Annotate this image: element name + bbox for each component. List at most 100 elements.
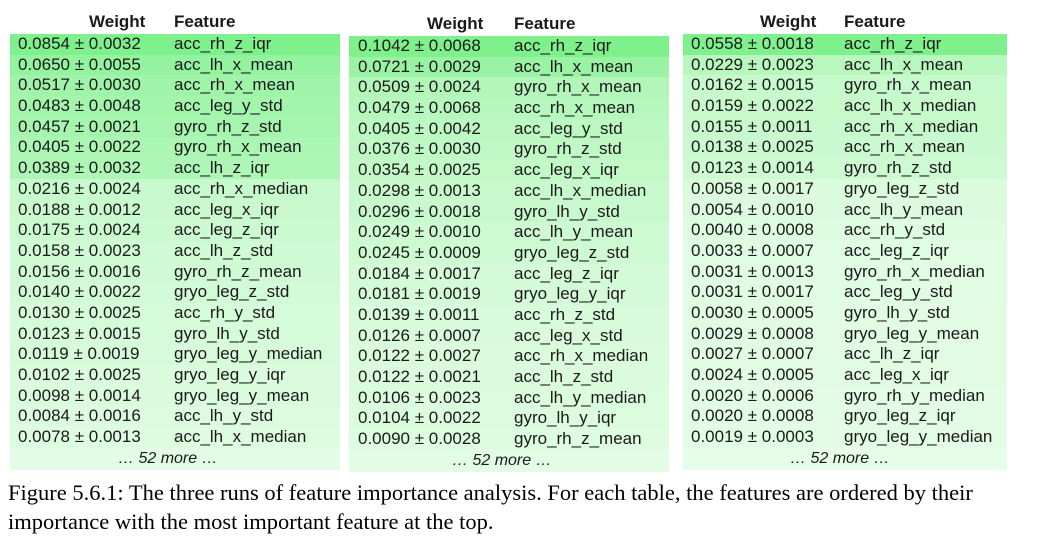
weight-value: 0.0245 ± 0.0009 xyxy=(358,242,481,262)
feature-name: gyro_rh_z_std xyxy=(844,158,952,178)
feature-name: acc_lh_x_mean xyxy=(844,54,964,74)
weight-value: 0.0119 ± 0.0019 xyxy=(18,344,140,364)
table-row: 0.0031 ± 0.0013 gyro_rh_x_median xyxy=(683,261,1007,283)
weight-value: 0.0181 ± 0.0019 xyxy=(358,284,481,304)
feature-name: acc_lh_z_std xyxy=(514,367,614,386)
feature-name: acc_rh_z_iqr xyxy=(514,36,612,55)
feature-name: acc_lh_z_iqr xyxy=(844,344,940,364)
feature-name: acc_lh_x_median xyxy=(844,96,977,116)
feature-name: acc_leg_x_iqr xyxy=(844,365,949,384)
feature-name: gyro_rh_z_mean xyxy=(174,261,302,281)
weight-value: 0.0104 ± 0.0022 xyxy=(358,408,481,428)
feature-name: gryo_leg_y_median xyxy=(844,427,993,447)
weight-value: 0.0139 ± 0.0011 xyxy=(358,304,480,324)
weight-value: 0.0509 ± 0.0024 xyxy=(358,77,481,97)
table-row: 0.0090 ± 0.0028 gyro_rh_z_mean xyxy=(349,429,669,450)
feature-name: acc_leg_z_iqr xyxy=(514,263,619,283)
feature-name: acc_lh_z_iqr xyxy=(174,158,270,178)
weight-value: 0.1042 ± 0.0068 xyxy=(358,36,481,55)
weight-value: 0.0140 ± 0.0022 xyxy=(18,282,141,302)
feature-name: acc_rh_x_mean xyxy=(174,75,295,95)
table-row: 0.0509 ± 0.0024 gyro_rh_x_mean xyxy=(349,77,669,99)
weight-value: 0.0184 ± 0.0017 xyxy=(358,263,481,283)
table-row: 0.0721 ± 0.0029 acc_lh_x_mean xyxy=(349,56,669,78)
weight-value: 0.0106 ± 0.0023 xyxy=(358,387,481,407)
weight-value: 0.0123 ± 0.0015 xyxy=(18,323,141,343)
table-row: 0.0138 ± 0.0025 acc_rh_x_mean xyxy=(683,137,1007,159)
feature-name: acc_lh_y_median xyxy=(514,387,647,407)
feature-name: gryo_leg_y_iqr xyxy=(174,365,286,384)
weight-value: 0.0155 ± 0.0011 xyxy=(691,116,813,136)
weight-value: 0.0162 ± 0.0015 xyxy=(691,75,814,95)
feature-name: gryo_leg_z_std xyxy=(844,178,960,198)
weight-value: 0.0249 ± 0.0010 xyxy=(358,222,481,242)
feature-name: gyro_rh_y_median xyxy=(844,385,985,405)
more-rows-note: … 52 more … xyxy=(349,449,669,472)
weight-value: 0.0102 ± 0.0025 xyxy=(18,365,141,384)
table-row: 0.0249 ± 0.0010 acc_lh_y_mean xyxy=(349,222,669,243)
table-row: 0.0102 ± 0.0025 gryo_leg_y_iqr xyxy=(10,365,340,386)
feature-name: acc_rh_x_mean xyxy=(844,137,965,157)
feature-name: acc_leg_x_std xyxy=(514,325,623,345)
feature-name: acc_leg_y_std xyxy=(174,96,283,116)
feature-name: acc_lh_x_median xyxy=(174,427,307,447)
table-row: 0.0854 ± 0.0032 acc_rh_z_iqr xyxy=(10,34,340,55)
feature-name: acc_lh_y_mean xyxy=(844,199,964,219)
feature-name: acc_lh_x_mean xyxy=(514,56,634,76)
more-rows-note: … 52 more … xyxy=(10,447,340,470)
table-row: 0.0159 ± 0.0022 acc_lh_x_median xyxy=(683,96,1007,117)
table-row: 0.1042 ± 0.0068 acc_rh_z_iqr xyxy=(349,36,669,57)
weight-value: 0.0054 ± 0.0010 xyxy=(691,199,814,219)
weight-value: 0.0479 ± 0.0068 xyxy=(358,98,481,118)
feature-name: gyro_lh_y_std xyxy=(514,201,620,221)
table-rows: 0.0558 ± 0.0018 acc_rh_z_iqr 0.0229 ± 0.00… xyxy=(683,34,1007,448)
weight-value: 0.0405 ± 0.0042 xyxy=(358,118,481,138)
table-row: 0.0354 ± 0.0025 acc_leg_x_iqr xyxy=(349,160,669,181)
table-row: 0.0181 ± 0.0019 gryo_leg_y_iqr xyxy=(349,284,669,305)
feature-name: gyro_lh_y_std xyxy=(174,323,280,343)
weight-header: Weight xyxy=(760,12,817,31)
weight-value: 0.0159 ± 0.0022 xyxy=(691,96,814,116)
table-row: 0.0229 ± 0.0023 acc_lh_x_mean xyxy=(683,54,1007,76)
table-header: Weight Feature xyxy=(10,10,340,34)
weight-value: 0.0376 ± 0.0030 xyxy=(358,139,481,159)
table-row: 0.0457 ± 0.0021 gyro_rh_z_std xyxy=(10,116,340,138)
weight-value: 0.0158 ± 0.0023 xyxy=(18,240,141,260)
weight-value: 0.0229 ± 0.0023 xyxy=(691,54,814,74)
weight-value: 0.0854 ± 0.0032 xyxy=(18,34,141,53)
table-row: 0.0098 ± 0.0014 gryo_leg_y_mean xyxy=(10,385,340,407)
feature-name: gryo_leg_y_median xyxy=(174,344,323,364)
feature-name: gryo_leg_z_iqr xyxy=(844,406,956,426)
table-row: 0.0084 ± 0.0016 acc_lh_y_std xyxy=(10,406,340,428)
table-row: 0.0126 ± 0.0007 acc_leg_x_std xyxy=(349,325,669,347)
feature-name: acc_leg_y_std xyxy=(844,282,953,302)
table-row: 0.0158 ± 0.0023 acc_lh_z_std xyxy=(10,240,340,262)
weight-value: 0.0389 ± 0.0032 xyxy=(18,158,141,178)
weight-header: Weight xyxy=(427,14,484,33)
table-row: 0.0558 ± 0.0018 acc_rh_z_iqr xyxy=(683,34,1007,55)
feature-name: gryo_leg_y_mean xyxy=(174,385,310,405)
feature-name: gryo_leg_y_iqr xyxy=(514,284,626,304)
table-row: 0.0298 ± 0.0013 acc_lh_x_median xyxy=(349,180,669,202)
weight-value: 0.0040 ± 0.0008 xyxy=(691,220,814,240)
table-row: 0.0104 ± 0.0022 gyro_lh_y_iqr xyxy=(349,408,669,430)
table-row: 0.0139 ± 0.0011 acc_rh_z_std xyxy=(349,304,669,326)
table-row: 0.0020 ± 0.0008 gryo_leg_z_iqr xyxy=(683,406,1007,428)
weight-value: 0.0019 ± 0.0003 xyxy=(691,427,814,447)
figure-caption: Figure 5.6.1: The three runs of feature … xyxy=(8,480,973,534)
table-row: 0.0033 ± 0.0007 acc_leg_z_iqr xyxy=(683,240,1007,262)
table-row: 0.0162 ± 0.0015 gyro_rh_x_mean xyxy=(683,75,1007,97)
feature-name: acc_lh_x_mean xyxy=(174,54,294,74)
table-row: 0.0019 ± 0.0003 gryo_leg_y_median xyxy=(683,427,1007,448)
table-row: 0.0020 ± 0.0006 gyro_rh_y_median xyxy=(683,385,1007,407)
table-row: 0.0405 ± 0.0022 gyro_rh_x_mean xyxy=(10,137,340,159)
table-row: 0.0030 ± 0.0005 gyro_lh_y_std xyxy=(683,302,1007,324)
table-row: 0.0216 ± 0.0024 acc_rh_x_median xyxy=(10,178,340,200)
feature-name: acc_rh_y_std xyxy=(844,220,946,240)
weight-value: 0.0405 ± 0.0022 xyxy=(18,137,141,157)
table-row: 0.0405 ± 0.0042 acc_leg_y_std xyxy=(349,118,669,140)
feature-name: acc_lh_x_median xyxy=(514,180,647,200)
weight-value: 0.0033 ± 0.0007 xyxy=(691,240,814,260)
table-rows: 0.0854 ± 0.0032 acc_rh_z_iqr 0.0650 ± 0.00… xyxy=(10,34,340,448)
feature-name: acc_rh_z_iqr xyxy=(174,34,272,53)
